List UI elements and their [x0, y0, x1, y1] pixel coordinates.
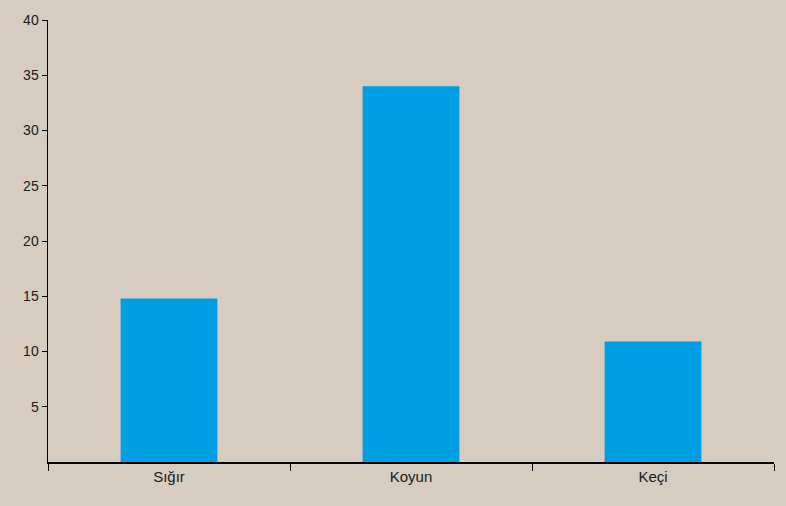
- svg-text:20: 20: [23, 233, 39, 249]
- svg-text:Sığır: Sığır: [153, 468, 185, 485]
- svg-text:30: 30: [23, 122, 39, 138]
- svg-text:15: 15: [23, 288, 39, 304]
- svg-text:Keçi: Keçi: [638, 468, 667, 485]
- svg-text:10: 10: [23, 343, 39, 359]
- svg-text:Koyun: Koyun: [390, 468, 433, 485]
- svg-text:25: 25: [23, 178, 39, 194]
- svg-text:35: 35: [23, 67, 39, 83]
- svg-text:40: 40: [23, 12, 39, 28]
- svg-text:5: 5: [31, 399, 39, 415]
